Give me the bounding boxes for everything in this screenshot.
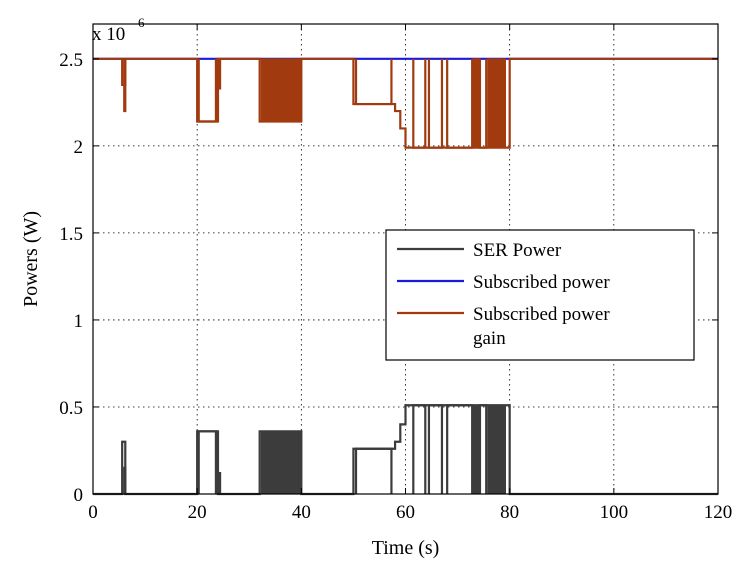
axis-ticks: 0 20 40 60 80 100 120 0 0.5 1 1.5 2 2.5 — [59, 24, 732, 523]
x-tick-label-120: 120 — [704, 502, 733, 523]
series-pulse-subscribed-power-gain-0 — [123, 58, 127, 113]
series-pulse-ser-power-0 — [123, 466, 127, 494]
series-pulse-subscribed-power-gain-2 — [216, 58, 222, 90]
series-pulse-ser-power-4 — [412, 404, 427, 494]
series-subscribed-power-gain — [93, 57, 718, 149]
y-tick-label-1.5: 1.5 — [59, 224, 83, 245]
x-tick-label-20: 20 — [188, 502, 207, 523]
legend-label-subscribed-power: Subscribed power — [473, 272, 610, 293]
series-pulse-ser-power-5 — [427, 404, 444, 494]
y-tick-label-0.5: 0.5 — [59, 398, 83, 419]
x-axis-title: Time (s) — [372, 537, 440, 559]
y-tick-label-2.5: 2.5 — [59, 50, 83, 71]
legend-label-subscribed-power-gain: Subscribed power gain — [473, 304, 614, 349]
y-tick-label-2: 2 — [74, 137, 84, 158]
series-pulse-subscribed-power-gain-5 — [427, 58, 444, 149]
y-tick-label-1: 1 — [74, 311, 84, 332]
legend-label-gain-line2: gain — [473, 328, 506, 349]
series-pulse-subscribed-power-gain-4 — [412, 58, 427, 149]
series-filled-region-subscribed-power-gain-1 — [472, 58, 481, 149]
series-pulse-subscribed-power-gain-1 — [197, 58, 218, 123]
series-filled-region-subscribed-power-gain-0 — [260, 58, 302, 122]
x-tick-label-60: 60 — [396, 502, 415, 523]
legend-label-gain-line1: Subscribed power — [473, 304, 610, 325]
x-tick-label-100: 100 — [600, 502, 629, 523]
series-pulse-subscribed-power-gain-3 — [354, 58, 393, 106]
series-pulse-ser-power-1 — [197, 430, 218, 494]
series-filled-region-ser-power-0 — [260, 430, 302, 495]
y-axis-title: Powers (W) — [20, 211, 42, 307]
y-multiplier-base: x 10 — [92, 24, 125, 45]
series-pulse-ser-power-3 — [354, 447, 393, 494]
series-pulse-subscribed-power-gain-6 — [446, 58, 474, 149]
series-filled-region-ser-power-1 — [472, 404, 481, 495]
legend: SER Power Subscribed power Subscribed po… — [385, 229, 695, 361]
series-filled-region-subscribed-power-gain-2 — [487, 58, 506, 149]
series-pulse-ser-power-2 — [216, 472, 222, 494]
y-multiplier-exponent: 6 — [138, 15, 145, 30]
y-tick-label-0: 0 — [74, 485, 84, 506]
x-tick-label-40: 40 — [292, 502, 311, 523]
x-tick-label-80: 80 — [500, 502, 519, 523]
legend-label-ser-power: SER Power — [473, 240, 562, 261]
series-filled-region-ser-power-2 — [487, 404, 506, 495]
series-pulse-ser-power-6 — [446, 404, 474, 494]
legend-box — [385, 229, 695, 361]
x-tick-label-0: 0 — [88, 502, 98, 523]
